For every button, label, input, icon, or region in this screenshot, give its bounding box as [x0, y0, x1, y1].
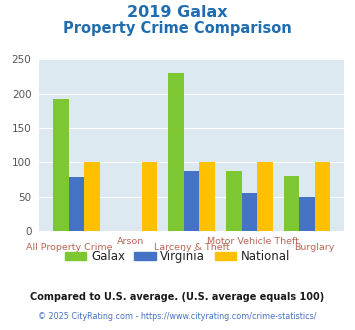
- Bar: [299, 197, 315, 231]
- Text: Property Crime Comparison: Property Crime Comparison: [63, 21, 292, 36]
- Bar: [242, 193, 257, 231]
- Bar: [200, 162, 215, 231]
- Bar: [315, 162, 331, 231]
- Bar: [84, 162, 100, 231]
- Bar: [168, 73, 184, 231]
- Bar: [257, 162, 273, 231]
- Bar: [226, 171, 242, 231]
- Text: Burglary: Burglary: [294, 243, 334, 252]
- Text: All Property Crime: All Property Crime: [26, 243, 113, 252]
- Bar: [184, 171, 200, 231]
- Text: Motor Vehicle Theft: Motor Vehicle Theft: [207, 237, 299, 246]
- Bar: [53, 99, 69, 231]
- Bar: [284, 176, 299, 231]
- Legend: Galax, Virginia, National: Galax, Virginia, National: [60, 246, 295, 268]
- Text: Arson: Arson: [117, 237, 144, 246]
- Text: Compared to U.S. average. (U.S. average equals 100): Compared to U.S. average. (U.S. average …: [31, 292, 324, 302]
- Text: Larceny & Theft: Larceny & Theft: [154, 243, 230, 252]
- Text: © 2025 CityRating.com - https://www.cityrating.com/crime-statistics/: © 2025 CityRating.com - https://www.city…: [38, 312, 317, 321]
- Text: 2019 Galax: 2019 Galax: [127, 5, 228, 20]
- Bar: [69, 178, 84, 231]
- Bar: [142, 162, 157, 231]
